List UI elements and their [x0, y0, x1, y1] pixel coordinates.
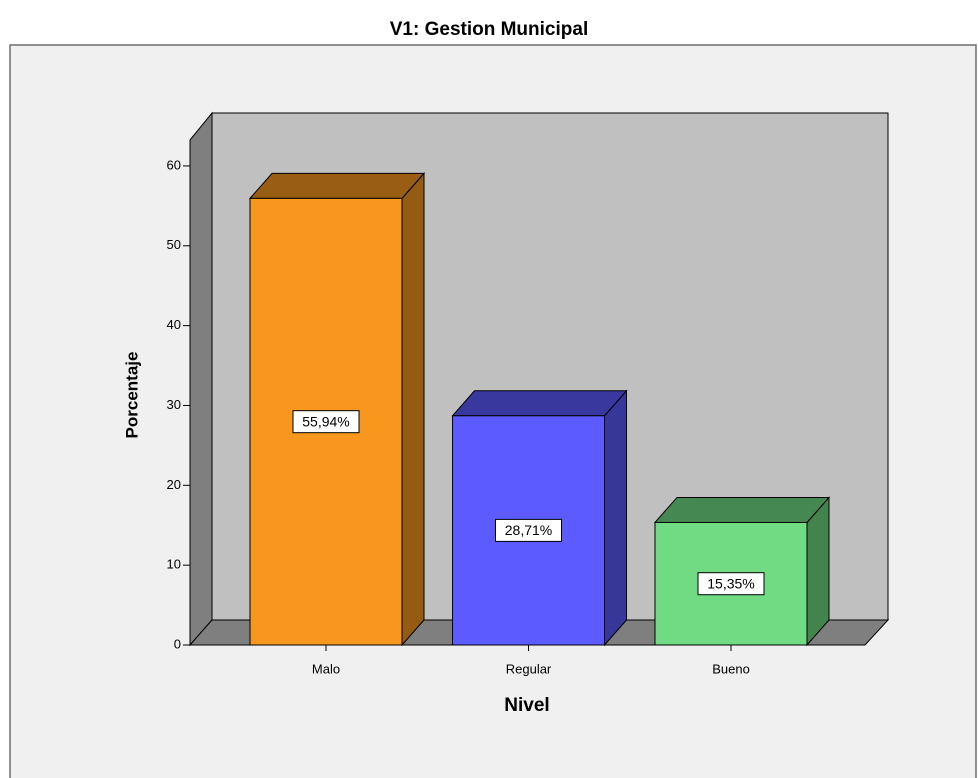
- value-label-box: [697, 572, 765, 596]
- left-wall: [189, 111, 213, 647]
- y-axis-label: Porcentaje: [122, 352, 141, 439]
- y-tick-label: 0: [174, 636, 181, 651]
- x-tick-label: Malo: [312, 661, 340, 676]
- y-tick-label: 60: [167, 157, 181, 172]
- bar-top: [653, 496, 831, 523]
- plot: 0 10 20 30 40 50 60 Malo 55,94% Regular 28,71% Buen…: [167, 142, 831, 676]
- value-label: 15,35%: [707, 575, 754, 591]
- value-label-box: [495, 518, 562, 542]
- value-label-box: [292, 410, 360, 434]
- bar-side: [604, 389, 627, 647]
- chart-title: V1: Gestion Municipal: [390, 19, 588, 40]
- x-tick-label: Bueno: [712, 661, 750, 676]
- x-axis-label: Nivel: [504, 695, 549, 716]
- bar-top: [451, 390, 628, 417]
- bar-side: [401, 172, 425, 647]
- value-label: 55,94%: [302, 413, 349, 429]
- bar-top: [248, 172, 426, 199]
- y-tick-label: 30: [167, 397, 181, 412]
- value-label: 28,71%: [505, 522, 552, 538]
- y-tick-label: 10: [167, 557, 181, 572]
- y-tick-label: 40: [167, 317, 181, 332]
- bar-side: [806, 496, 830, 647]
- y-tick-label: 20: [167, 477, 181, 492]
- x-tick-label: Regular: [506, 661, 552, 676]
- y-tick-label: 50: [167, 237, 181, 252]
